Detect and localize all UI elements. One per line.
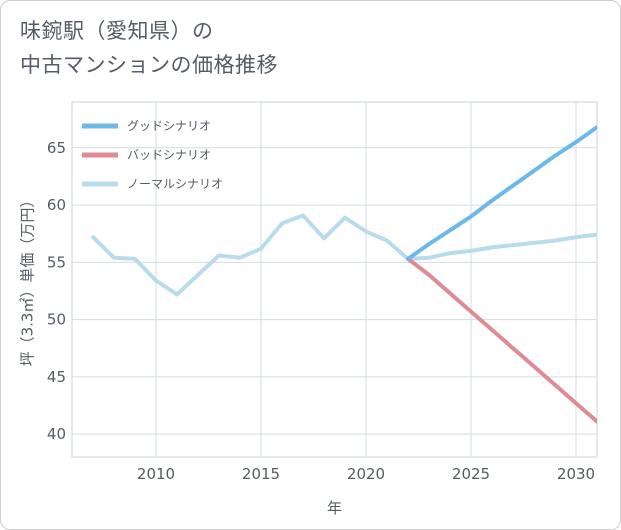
series-line-0 [406,125,597,261]
series-line-2 [91,213,597,297]
chart-title-line2: 中古マンションの価格推移 [20,53,278,77]
y-tick-label: 50 [47,311,66,329]
legend-label: ノーマルシナリオ [127,177,223,191]
tick-labels: 40 45 50 55 60 65 2010 2015 2020 2025 2030 [47,139,595,483]
y-tick-label: 45 [47,368,66,386]
x-axis-label: 年 [327,499,342,517]
y-tick-label: 40 [47,425,66,443]
x-tick-label: 2030 [557,465,595,483]
y-axis-label: 坪（3.3㎡）単価（万円） [19,193,37,367]
y-tick-label: 60 [47,196,66,214]
legend-label: バッドシナリオ [127,148,211,162]
series-line-1 [406,256,597,424]
x-tick-label: 2025 [452,465,490,483]
x-tick-label: 2010 [137,465,175,483]
y-tick-label: 65 [47,139,66,157]
y-tick-label: 55 [47,253,66,271]
series-lines [91,125,597,424]
chart-title-line1: 味鋺駅（愛知県）の [20,19,214,43]
x-tick-label: 2020 [347,465,385,483]
x-tick-label: 2015 [242,465,280,483]
plot-area-border [71,101,598,458]
chart-title: 味鋺駅（愛知県）の 中古マンションの価格推移 [20,14,278,82]
legend-label: グッドシナリオ [127,119,211,133]
